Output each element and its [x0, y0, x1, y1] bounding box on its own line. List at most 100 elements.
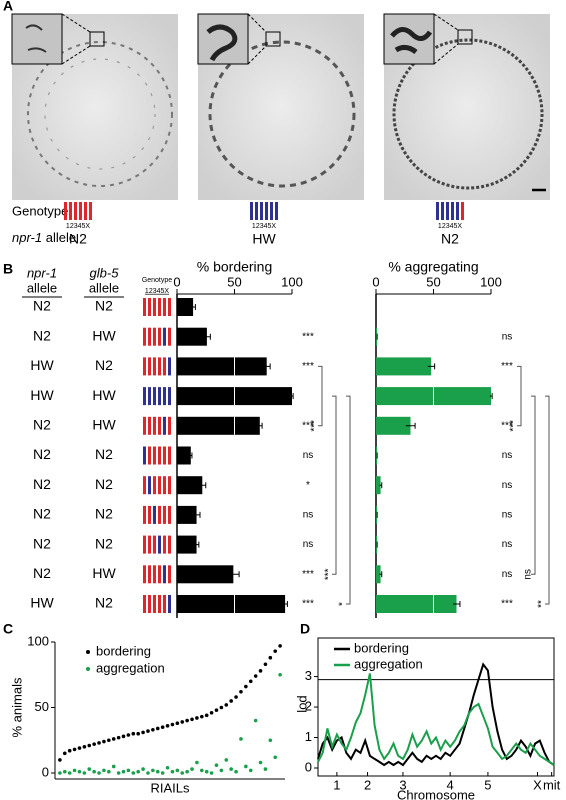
- point: [97, 741, 101, 745]
- point: [253, 718, 258, 723]
- error-bar: [489, 393, 493, 400]
- x-tick-label: 3: [399, 777, 406, 792]
- point: [180, 720, 185, 724]
- point: [121, 769, 126, 774]
- point: [253, 674, 258, 678]
- y-tick-label: 0: [42, 764, 49, 779]
- point: [200, 714, 204, 719]
- significance: ns: [303, 450, 314, 461]
- point: [62, 769, 67, 774]
- point: [58, 771, 62, 775]
- error-bar: [257, 422, 263, 429]
- chromosome-stripe: [148, 298, 151, 316]
- point: [234, 769, 238, 774]
- chromosome-stripe: [143, 505, 146, 524]
- point: [180, 771, 185, 775]
- point: [67, 748, 72, 753]
- point: [111, 737, 116, 741]
- point: [268, 738, 273, 743]
- bar: [177, 327, 207, 346]
- chromosome-stripe: [451, 202, 454, 220]
- y-axis-title: % animals: [9, 677, 24, 737]
- point: [278, 644, 282, 648]
- point: [165, 724, 170, 728]
- y-tick-label: 100: [27, 633, 49, 648]
- glb5-allele: HW: [92, 417, 116, 433]
- glb5-allele: HW: [92, 387, 116, 403]
- error-bar: [189, 452, 193, 459]
- point: [146, 729, 150, 733]
- npr1-allele: HW: [30, 357, 54, 373]
- significance: ns: [303, 510, 314, 521]
- chromosome-stripe: [163, 595, 166, 613]
- npr1-allele: N2: [33, 535, 51, 551]
- bar: [177, 446, 191, 465]
- bar: [376, 416, 411, 435]
- npr1-allele: N2: [33, 417, 51, 433]
- bracket-label: ns: [523, 569, 534, 580]
- x-tick-label: 5: [484, 777, 491, 792]
- point: [263, 767, 268, 771]
- npr1-allele: N2: [33, 476, 51, 492]
- point: [136, 769, 140, 774]
- point: [244, 684, 248, 689]
- point: [175, 721, 180, 726]
- chromosome-stripe: [163, 505, 166, 524]
- allele: HW: [252, 231, 276, 247]
- point: [92, 769, 96, 774]
- bar: [376, 476, 381, 495]
- chromosome-stripe: [260, 202, 263, 220]
- point: [170, 769, 175, 774]
- allele-label: npr-1 allele: [12, 230, 76, 245]
- genotype-label: Genotype: [12, 203, 68, 218]
- significance: ***: [501, 361, 513, 372]
- chromosome-stripe: [158, 535, 161, 554]
- y-tick-label: 3: [305, 668, 312, 683]
- significance: *: [306, 480, 310, 491]
- chromosome-stripe: [158, 327, 161, 346]
- bracket: [318, 365, 323, 427]
- chromosome-stripe: [143, 327, 146, 346]
- error-bar: [193, 511, 201, 518]
- bracket-label: ***: [324, 568, 335, 580]
- point: [121, 734, 126, 739]
- y-tick-label: 0: [305, 759, 312, 774]
- bracket: [346, 395, 351, 605]
- chromosome-stripe: [153, 298, 156, 316]
- chromosome-stripe: [168, 595, 171, 613]
- chromosome-stripe: [163, 565, 166, 584]
- error-bar: [290, 393, 294, 400]
- error-bar: [194, 541, 200, 548]
- legend-label: aggregation: [96, 660, 165, 675]
- point: [67, 771, 72, 775]
- error-bar: [379, 482, 383, 489]
- chromosome-stripe: [436, 202, 439, 220]
- point: [200, 768, 204, 773]
- point: [72, 768, 77, 773]
- point: [160, 771, 165, 775]
- chromosome-stripe: [74, 202, 77, 220]
- glb5-allele: N2: [95, 535, 113, 551]
- chart-title: % bordering: [197, 259, 273, 275]
- bracket: [545, 395, 550, 605]
- point: [102, 768, 106, 773]
- bar: [376, 535, 378, 554]
- significance: ns: [502, 539, 513, 550]
- point: [77, 746, 82, 750]
- chromosome-stripe: [143, 446, 146, 465]
- point: [58, 758, 62, 762]
- significance: ns: [502, 450, 513, 461]
- significance: ns: [303, 539, 314, 550]
- chromosome-stripe: [148, 565, 151, 584]
- bracket: [517, 365, 522, 427]
- point: [165, 765, 170, 770]
- point: [107, 769, 111, 774]
- chromosome-stripe: [148, 505, 151, 524]
- legend-label: aggregation: [354, 656, 423, 671]
- point: [185, 769, 189, 774]
- npr1-allele: HW: [30, 387, 54, 403]
- chromosome-stripe: [163, 387, 166, 406]
- glb5-allele: N2: [95, 357, 113, 373]
- chromosome-stripe: [143, 565, 146, 584]
